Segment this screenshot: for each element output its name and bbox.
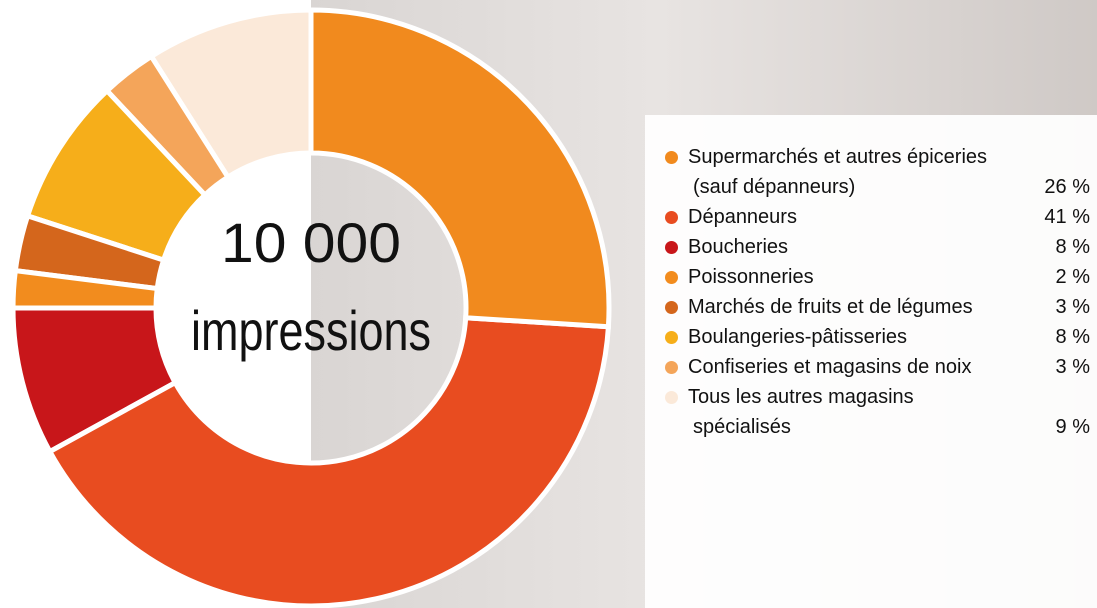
legend-marker [665,391,678,404]
value-label: 8 % [1056,322,1090,352]
legend-label: Supermarchés et autres épiceries (sauf d… [688,142,1013,202]
legend-label: Marchés de fruits et de légumes [688,292,1013,322]
center-number: 10 000 [221,211,401,274]
legend-item: Boulangeries-pâtisseries 8 % [665,322,1090,352]
legend-marker [665,151,678,164]
legend-item: Tous les autres magasins spécialisés 9 % [665,382,1090,442]
legend-label: Poissonneries [688,262,1013,292]
legend-marker [665,361,678,374]
legend-item: Marchés de fruits et de légumes 3 % [665,292,1090,322]
value-label: 8 % [1056,232,1090,262]
legend-item: Supermarchés et autres épiceries (sauf d… [665,142,1090,202]
legend-marker [665,241,678,254]
value-label: 3 % [1056,352,1090,382]
legend-marker [665,331,678,344]
value-label: 41 % [1044,202,1090,232]
legend-marker [665,271,678,284]
legend-label: Tous les autres magasins spécialisés [688,382,1013,442]
legend-marker [665,301,678,314]
legend-item: Dépanneurs 41 % [665,202,1090,232]
value-label: 2 % [1056,262,1090,292]
value-label: 3 % [1056,292,1090,322]
legend-item: Poissonneries 2 % [665,262,1090,292]
legend-label: Confiseries et magasins de noix [688,352,1013,382]
value-label: 9 % [1056,412,1090,442]
legend-item: Confiseries et magasins de noix 3 % [665,352,1090,382]
legend-item: Boucheries 8 % [665,232,1090,262]
legend: Supermarchés et autres épiceries (sauf d… [645,115,1097,608]
value-label: 26 % [1044,172,1090,202]
legend-label: Dépanneurs [688,202,1013,232]
page: 10 000 impressions Supermarchés et autre… [0,0,1097,608]
legend-label: Boucheries [688,232,1013,262]
slice [311,10,609,327]
legend-marker [665,211,678,224]
legend-label: Boulangeries-pâtisseries [688,322,1013,352]
center-label: impressions [191,299,431,362]
